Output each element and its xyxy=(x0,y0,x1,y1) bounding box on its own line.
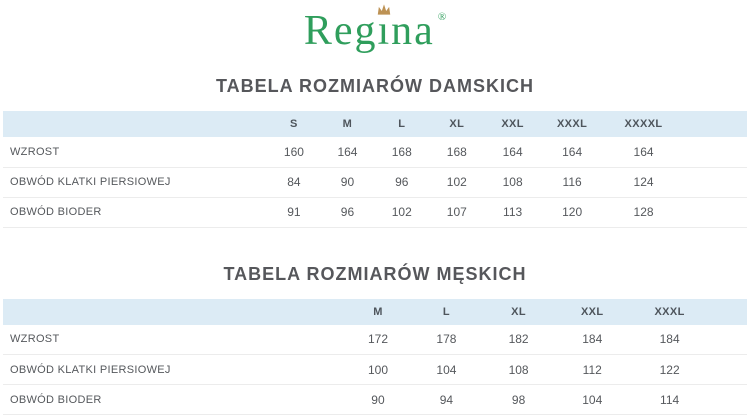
size-value-cell: 98 xyxy=(482,384,556,415)
spacer-cell xyxy=(709,384,747,415)
size-value-cell: 114 xyxy=(629,384,710,415)
spacer-cell xyxy=(709,354,747,385)
table-row: OBWÓD KLATKI PIERSIOWEJ 84 90 96 102 108 116 12… xyxy=(3,167,747,198)
size-value-cell: 104 xyxy=(555,384,630,415)
row-label: OBWÓD BIODER xyxy=(3,384,346,415)
size-value-cell: 184 xyxy=(629,324,710,355)
crown-icon xyxy=(378,4,391,15)
size-value-cell: 164 xyxy=(484,137,541,168)
spacer-cell xyxy=(683,137,747,168)
women-size-table: S M L XL XXL XXXL XXXXL WZROST 160 164 168 168 164 16… xyxy=(3,111,747,228)
size-value-cell: 182 xyxy=(482,324,556,355)
size-value-cell: 94 xyxy=(410,384,483,415)
size-value-cell: 108 xyxy=(484,167,541,198)
spacer-cell xyxy=(683,167,747,198)
size-value-cell: 107 xyxy=(429,197,485,228)
size-value-cell: 90 xyxy=(345,384,411,415)
size-column-header: XL xyxy=(429,111,485,137)
size-value-cell: 120 xyxy=(540,197,604,228)
size-value-cell: 168 xyxy=(429,137,485,168)
size-header-row: M L XL XXL XXXL xyxy=(3,298,747,325)
size-value-cell: 96 xyxy=(374,167,430,198)
size-value-cell: 108 xyxy=(482,354,556,385)
empty-header-cell xyxy=(3,111,268,137)
row-label: WZROST xyxy=(3,324,346,355)
size-column-header: L xyxy=(374,111,430,137)
empty-header-cell xyxy=(3,298,346,325)
row-label: OBWÓD KLATKI PIERSIOWEJ xyxy=(3,167,268,198)
men-table-title: TABELA ROZMIARÓW MĘSKICH xyxy=(223,263,527,284)
size-value-cell: 91 xyxy=(267,197,321,228)
size-column-header: L xyxy=(410,298,483,325)
size-column-header: M xyxy=(345,298,411,325)
size-value-cell: 168 xyxy=(374,137,430,168)
logo-crowned-letter: i xyxy=(377,4,392,54)
logo-letter-i: i xyxy=(377,8,392,54)
spacer-header-cell xyxy=(683,111,747,137)
brand-logo: Reg ina ® xyxy=(3,4,747,60)
size-column-header: XXXL xyxy=(629,298,710,325)
size-value-cell: 178 xyxy=(410,324,483,355)
spacer-cell xyxy=(683,197,747,228)
size-value-cell: 164 xyxy=(320,137,375,168)
size-column-header: XXXXL xyxy=(603,111,684,137)
row-label: OBWÓD BIODER xyxy=(3,197,268,228)
registered-trademark-mark: ® xyxy=(437,11,447,23)
size-value-cell: 184 xyxy=(555,324,630,355)
size-value-cell: 172 xyxy=(345,324,411,355)
size-value-cell: 128 xyxy=(603,197,684,228)
size-header-row: S M L XL XXL XXXL XXXXL xyxy=(3,111,747,137)
size-value-cell: 84 xyxy=(267,167,321,198)
size-column-header: XXL xyxy=(555,298,630,325)
row-label: WZROST xyxy=(3,137,268,168)
table-row: WZROST 160 164 168 168 164 164 164 xyxy=(3,137,747,168)
size-value-cell: 160 xyxy=(267,137,321,168)
size-value-cell: 102 xyxy=(374,197,430,228)
size-value-cell: 116 xyxy=(540,167,604,198)
size-value-cell: 96 xyxy=(320,197,375,228)
size-value-cell: 104 xyxy=(410,354,483,385)
logo-text-before: Reg xyxy=(303,8,378,54)
table-row: OBWÓD KLATKI PIERSIOWEJ 100 104 108 112 122 xyxy=(3,354,747,385)
table-row: WZROST 172 178 182 184 184 xyxy=(3,324,747,355)
crown-backing xyxy=(379,13,390,22)
brand-logo-text: Reg ina ® xyxy=(303,4,447,54)
spacer-header-cell xyxy=(709,298,747,325)
men-size-table-section: TABELA ROZMIARÓW MĘSKICH M L XL XXL XXXL WZRO… xyxy=(3,263,747,415)
logo-text-after: na xyxy=(391,8,435,54)
size-value-cell: 112 xyxy=(555,354,630,385)
size-value-cell: 164 xyxy=(540,137,604,168)
table-row: OBWÓD BIODER 90 94 98 104 114 xyxy=(3,384,747,415)
size-column-header: XXL xyxy=(484,111,541,137)
size-column-header: XXXL xyxy=(540,111,604,137)
table-row: OBWÓD BIODER 91 96 102 107 113 120 128 xyxy=(3,197,747,228)
size-value-cell: 90 xyxy=(320,167,375,198)
row-label: OBWÓD KLATKI PIERSIOWEJ xyxy=(3,354,346,385)
men-size-table: M L XL XXL XXXL WZROST 172 178 182 184 184 OBWÓD KL… xyxy=(3,298,747,415)
size-value-cell: 102 xyxy=(429,167,485,198)
women-table-title: TABELA ROZMIARÓW DAMSKICH xyxy=(216,76,534,96)
size-value-cell: 164 xyxy=(603,137,684,168)
size-value-cell: 100 xyxy=(345,354,411,385)
size-value-cell: 113 xyxy=(484,197,541,228)
spacer-cell xyxy=(709,324,747,355)
size-value-cell: 122 xyxy=(629,354,710,385)
women-size-table-section: TABELA ROZMIARÓW DAMSKICH S M L XL XXL XXXL XX… xyxy=(3,76,747,228)
size-column-header: M xyxy=(320,111,375,137)
size-column-header: S xyxy=(267,111,321,137)
size-column-header: XL xyxy=(482,298,556,325)
size-value-cell: 124 xyxy=(603,167,684,198)
